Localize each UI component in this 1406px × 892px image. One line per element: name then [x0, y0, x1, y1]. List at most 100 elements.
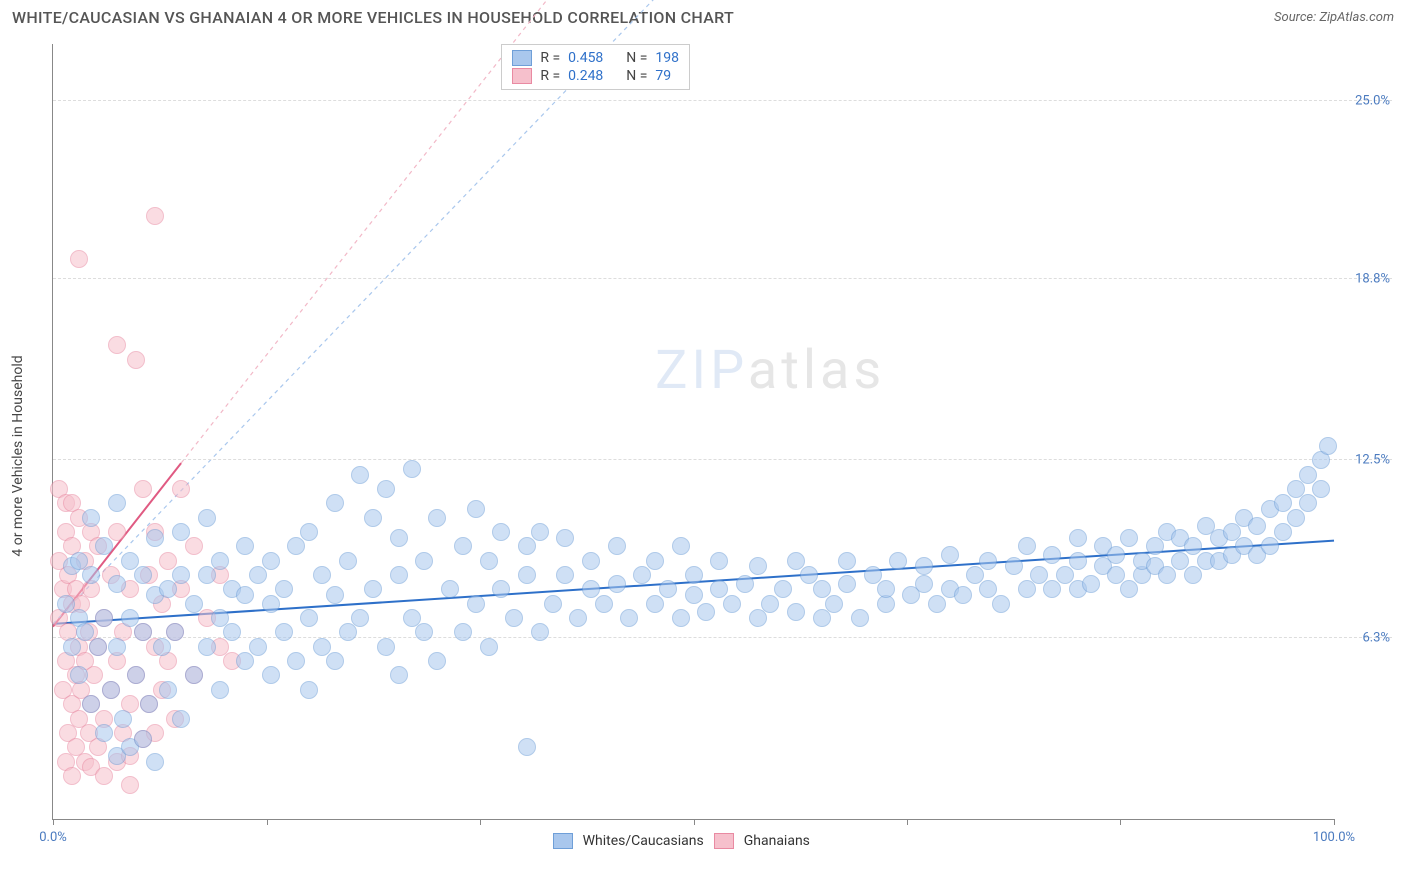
point-pink — [121, 776, 139, 794]
point-blue — [364, 509, 382, 527]
point-blue — [262, 595, 280, 613]
legend-label: Whites/Caucasians — [583, 833, 704, 849]
point-blue — [185, 595, 203, 613]
point-blue — [70, 666, 88, 684]
point-blue — [1274, 523, 1292, 541]
point-blue — [582, 552, 600, 570]
point-blue — [518, 537, 536, 555]
point-blue — [1158, 566, 1176, 584]
point-blue — [1005, 557, 1023, 575]
point-blue — [326, 494, 344, 512]
point-blue — [63, 638, 81, 656]
gridline — [53, 100, 1392, 101]
y-tick-label: 18.8% — [1355, 272, 1390, 287]
x-tick — [1120, 819, 1121, 825]
chart-title: WHITE/CAUCASIAN VS GHANAIAN 4 OR MORE VE… — [12, 8, 734, 27]
point-pink — [185, 537, 203, 555]
point-blue — [287, 652, 305, 670]
point-blue — [749, 557, 767, 575]
point-pink — [70, 250, 88, 268]
point-blue — [851, 609, 869, 627]
point-blue — [211, 681, 229, 699]
point-blue — [505, 609, 523, 627]
point-blue — [1299, 494, 1317, 512]
point-pink — [85, 666, 103, 684]
legend-swatch — [553, 833, 573, 849]
x-tick — [480, 819, 481, 825]
point-blue — [492, 523, 510, 541]
point-blue — [390, 666, 408, 684]
gridline — [53, 459, 1392, 460]
point-blue — [166, 623, 184, 641]
point-pink — [108, 336, 126, 354]
point-blue — [480, 552, 498, 570]
point-pink — [172, 480, 190, 498]
point-blue — [518, 566, 536, 584]
point-blue — [608, 537, 626, 555]
point-blue — [300, 681, 318, 699]
y-tick-label: 6.3% — [1362, 631, 1390, 646]
point-blue — [134, 623, 152, 641]
point-blue — [736, 575, 754, 593]
point-blue — [544, 595, 562, 613]
point-blue — [415, 552, 433, 570]
point-blue — [351, 609, 369, 627]
point-blue — [646, 595, 664, 613]
point-blue — [441, 580, 459, 598]
point-blue — [889, 552, 907, 570]
point-blue — [685, 586, 703, 604]
point-blue — [262, 552, 280, 570]
point-blue — [102, 681, 120, 699]
point-blue — [82, 566, 100, 584]
point-blue — [518, 738, 536, 756]
point-blue — [774, 580, 792, 598]
point-blue — [172, 710, 190, 728]
point-blue — [825, 595, 843, 613]
point-blue — [415, 623, 433, 641]
point-blue — [1120, 580, 1138, 598]
point-blue — [979, 552, 997, 570]
point-blue — [249, 566, 267, 584]
point-blue — [159, 580, 177, 598]
point-blue — [275, 580, 293, 598]
trend-lines — [53, 44, 1334, 819]
point-blue — [454, 623, 472, 641]
point-blue — [223, 623, 241, 641]
point-pink — [108, 523, 126, 541]
point-blue — [82, 695, 100, 713]
point-blue — [326, 586, 344, 604]
gridline — [53, 278, 1392, 279]
point-blue — [1082, 575, 1100, 593]
point-blue — [1261, 537, 1279, 555]
point-blue — [249, 638, 267, 656]
point-blue — [685, 566, 703, 584]
point-blue — [915, 557, 933, 575]
point-blue — [877, 580, 895, 598]
point-blue — [813, 609, 831, 627]
point-blue — [108, 575, 126, 593]
x-tick — [53, 819, 54, 825]
point-blue — [262, 666, 280, 684]
point-blue — [633, 566, 651, 584]
point-blue — [198, 566, 216, 584]
point-blue — [608, 575, 626, 593]
x-tick-label: 0.0% — [39, 830, 67, 845]
legend-swatch — [714, 833, 734, 849]
point-blue — [153, 638, 171, 656]
point-blue — [339, 623, 357, 641]
point-blue — [480, 638, 498, 656]
point-blue — [428, 652, 446, 670]
point-blue — [620, 609, 638, 627]
point-pink — [146, 207, 164, 225]
point-blue — [749, 609, 767, 627]
point-blue — [710, 552, 728, 570]
point-blue — [403, 460, 421, 478]
point-blue — [1107, 546, 1125, 564]
y-axis-label: 4 or more Vehicles in Household — [10, 355, 26, 556]
point-blue — [992, 595, 1010, 613]
y-tick-label: 12.5% — [1355, 453, 1390, 468]
point-blue — [928, 595, 946, 613]
point-blue — [185, 666, 203, 684]
point-blue — [313, 566, 331, 584]
point-blue — [556, 529, 574, 547]
